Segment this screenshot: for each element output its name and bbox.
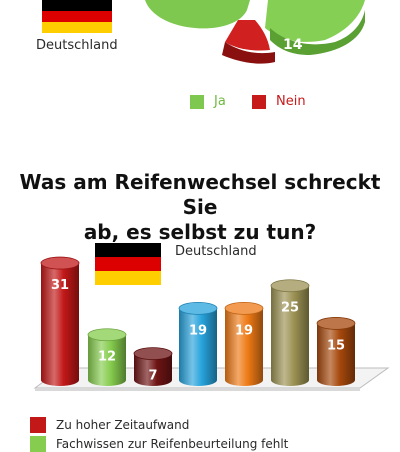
legend-label-nein: Nein — [276, 94, 306, 109]
bar-top-2 — [87, 328, 127, 342]
country-label-chart: Deutschland — [175, 244, 257, 259]
bar-5: 19 — [224, 301, 264, 386]
country-label-top: Deutschland — [36, 38, 118, 53]
flag-stripe-black — [42, 0, 112, 11]
bar-body-6 — [271, 285, 309, 386]
bar-legend-label-1: Zu hoher Zeitaufwand — [56, 418, 190, 432]
bar-value-label-1: 31 — [51, 278, 69, 293]
bar-body-5 — [225, 308, 263, 386]
bar-top-1 — [40, 256, 80, 270]
pie-slice-nein-front — [222, 42, 275, 64]
bar-3: 7 — [133, 347, 173, 386]
flag-stripe-black — [95, 243, 161, 257]
bar-legend-item-2: Fachwissen zur Reifenbeurteilung fehlt — [30, 436, 288, 452]
bar-top-4 — [178, 301, 218, 315]
legend-swatch-ja — [190, 94, 204, 109]
bar-top-6 — [270, 279, 310, 293]
bar-4: 19 — [178, 301, 218, 386]
bar-legend-swatch-1 — [30, 417, 46, 433]
pie-chart: 14 — [145, 0, 365, 64]
chart-title-line-1: Was am Reifenwechsel schreckt Sie — [19, 170, 381, 219]
chart-title: Was am Reifenwechsel schreckt Sie ab, es… — [0, 170, 400, 245]
legend-label-ja: Ja — [214, 94, 226, 109]
bar-legend-item-1: Zu hoher Zeitaufwand — [30, 417, 189, 433]
bar-legend-swatch-2 — [30, 436, 46, 452]
legend-item-nein: Nein — [252, 94, 306, 109]
germany-flag-chart — [95, 243, 161, 285]
pie-slice-ja-side — [270, 10, 365, 55]
bar-top-3 — [133, 347, 173, 361]
bar-value-label-4: 19 — [189, 323, 207, 338]
bar-2: 12 — [87, 328, 127, 386]
bar-value-label-6: 25 — [281, 301, 299, 316]
flag-stripe-gold — [42, 22, 112, 33]
bar-body-3 — [134, 353, 172, 386]
bar-body-4 — [179, 308, 217, 386]
bar-body-2 — [88, 334, 126, 386]
pie-label-nein: 14 — [283, 37, 303, 53]
bar-value-label-3: 7 — [148, 369, 157, 384]
pie-slice-nein — [225, 20, 270, 51]
pie-slice-ja-right — [265, 0, 365, 42]
legend-swatch-nein — [252, 94, 266, 109]
flag-stripe-red — [42, 11, 112, 22]
bar-top-5 — [224, 301, 264, 315]
bar-1: 31 — [40, 256, 80, 386]
bar-body-7 — [317, 323, 355, 386]
bar-legend-label-2: Fachwissen zur Reifenbeurteilung fehlt — [56, 437, 289, 451]
bar-body-1 — [41, 263, 79, 386]
chart-floor-edge — [35, 388, 360, 391]
pie-slice-ja — [145, 0, 250, 29]
bar-7: 15 — [316, 317, 356, 386]
flag-stripe-red — [95, 257, 161, 271]
flag-stripe-gold — [95, 271, 161, 285]
legend-item-ja: Ja — [190, 94, 226, 109]
bar-top-7 — [316, 317, 356, 330]
bar-value-label-7: 15 — [327, 338, 345, 353]
bar-value-label-5: 19 — [235, 323, 253, 338]
germany-flag-top — [42, 0, 112, 33]
chart-title-line-2: ab, es selbst zu tun? — [83, 220, 317, 244]
bar-6: 25 — [270, 279, 310, 386]
bar-value-label-2: 12 — [98, 350, 116, 365]
